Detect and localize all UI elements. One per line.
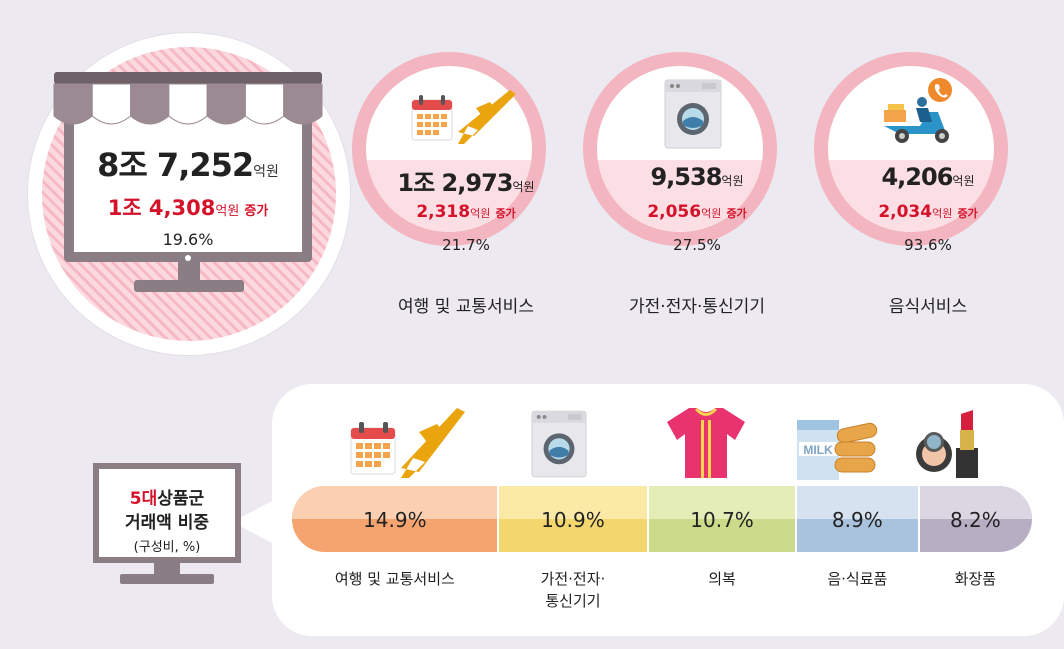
category-increase-unit: 억원 [932,207,953,220]
category-increase-value: 2,056 [647,202,702,222]
category-increase-suffix: 증가 [957,207,978,220]
share-bar-divider [647,486,650,552]
category-increase-food-service: 2,034억원 증가 [817,202,1039,222]
share-bar-segment: 14.9% [292,486,498,552]
awning-stripe [130,83,170,125]
share-bar-segment: 10.7% [648,486,796,552]
tshirt-icon [667,408,745,478]
share-bar-segment: 8.2% [918,486,1032,552]
legend-title: 5대상품군 [93,484,241,509]
category-total-value: 4,206 [881,163,953,191]
share-bar-category-label: 가전·전자· 통신기기 [540,570,606,610]
summary-increase: 1조 4,308억원 증가 [74,192,302,222]
category-increase-suffix: 증가 [726,207,747,220]
circle-band [828,160,994,232]
share-bar-category-label: 여행 및 교통서비스 [334,570,455,588]
awning-stripe [53,83,93,125]
summary-increase-value: 1조 4,308 [107,196,216,220]
share-bar-segment-highlight [648,486,796,519]
legend-monitor-icon [93,463,241,563]
legend-monitor-neck [154,563,180,575]
monitor-neck [178,262,200,282]
summary-total-unit: 억원 [253,164,279,180]
summary-rate: 19.6% [162,230,214,249]
category-increase-unit: 억원 [701,207,722,220]
share-bar-divider [917,486,920,552]
category-label-electronics: 가전·전자·통신기기 [629,297,765,317]
category-rate-food-service: 93.6% [904,236,952,254]
category-increase-value: 2,318 [416,202,471,222]
cosmetics-icon [916,410,978,478]
share-bar-divider [496,486,499,552]
category-label-food-service: 음식서비스 [888,297,968,317]
delivery-scooter-icon [884,78,952,143]
share-bar-segment-highlight [795,486,919,519]
circle-band [597,160,763,232]
summary-total-value: 8조 7,252 [97,146,254,184]
category-increase-electronics: 2,056억원 증가 [586,202,808,222]
circle-band [366,160,532,232]
category-circle-travel [352,52,546,246]
share-bar-segment-highlight [497,486,649,519]
share-bar-category-label: 의복 [708,570,736,588]
category-total-travel: 1조 2,973억원 [355,163,577,198]
washing-machine-icon [664,79,722,149]
legend-title-highlight: 5대 [129,489,158,509]
category-total-value: 9,538 [650,163,722,191]
milk-bread-icon: MILK [797,420,878,480]
monitor-screen [74,110,302,252]
monitor-power-dot [185,255,191,261]
awning-stripe [244,83,285,125]
monitor-stand [134,280,244,292]
category-total-unit: 억원 [721,174,744,188]
calendar-icon [350,422,396,475]
share-bar-segment-highlight [292,486,498,519]
awning-stripe [168,83,208,125]
share-bar-segment: 10.9% [497,486,649,552]
share-bar-value-label: 10.7% [690,508,754,532]
share-bar-value-label: 8.9% [831,508,883,532]
share-bar-value-label: 8.2% [949,508,1001,532]
share-bar-segment: 8.9% [795,486,919,552]
category-label-travel: 여행 및 교통서비스 [398,297,534,317]
calendar-plane-icon [411,90,516,144]
share-bar-divider [794,486,797,552]
calendar-plane-icon [350,408,465,478]
category-total-unit: 억원 [952,174,975,188]
summary-increase-suffix: 증가 [244,204,269,219]
legend-monitor-stand [120,574,214,584]
share-bar: 14.9% 10.9% 10.7% 8.9% 8.2% [292,486,1032,552]
summary-total: 8조 7,252억원 [74,140,302,186]
awning-stripe [91,83,132,125]
category-rate-travel: 21.7% [442,236,490,254]
legend-unit: (구성비, %) [133,540,201,555]
share-bar-segment-highlight [918,486,1032,519]
category-total-electronics: 9,538억원 [586,163,808,191]
washing-machine-icon [531,410,587,478]
category-increase-unit: 억원 [470,207,491,220]
category-increase-travel: 2,318억원 증가 [355,202,577,222]
summary-increase-unit: 억원 [215,204,240,219]
legend-title-rest: 상품군 [157,489,205,509]
calendar-icon [411,95,453,141]
category-total-unit: 억원 [512,180,535,194]
share-bar-category-label: 음·식료품 [827,570,888,588]
legend-subtitle: 거래액 비중 [124,513,210,533]
category-increase-value: 2,034 [878,202,933,222]
share-bar-value-label: 14.9% [363,508,427,532]
svg-text:MILK: MILK [803,443,833,457]
store-awning-icon [53,72,323,125]
category-total-food-service: 4,206억원 [817,163,1039,191]
awning-stripe [283,83,323,125]
share-bar-category-label: 화장품 [954,570,997,588]
category-rate-electronics: 27.5% [673,236,721,254]
category-total-value: 1조 2,973 [397,169,513,197]
category-increase-suffix: 증가 [495,207,516,220]
share-bar-value-label: 10.9% [541,508,605,532]
awning-stripe [206,83,246,125]
